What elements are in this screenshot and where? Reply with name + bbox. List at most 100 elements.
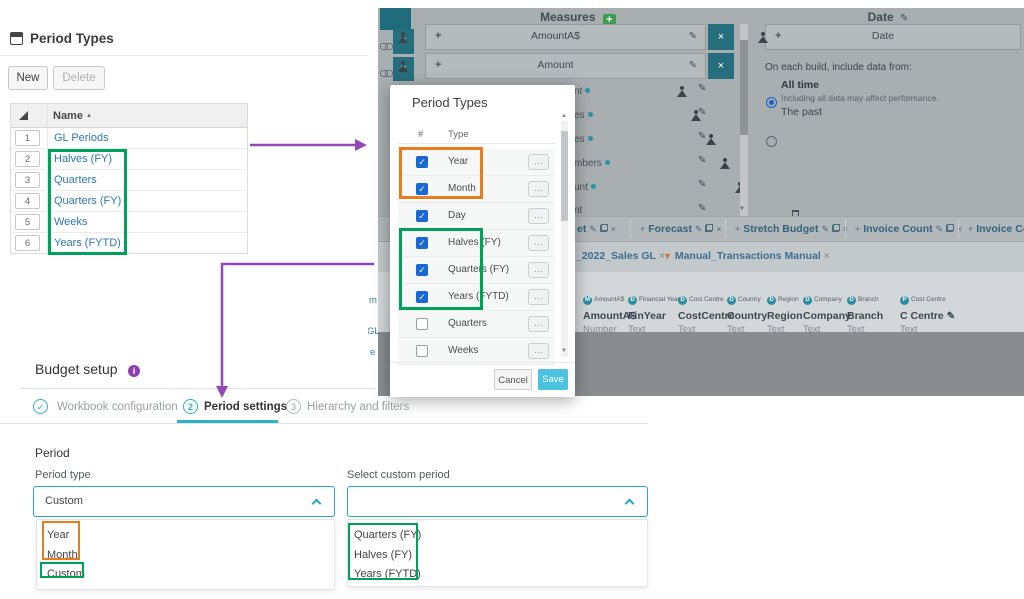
step-number[interactable]: 2 (183, 399, 198, 414)
scrollbar-thumb[interactable] (561, 131, 568, 221)
more-options-button[interactable]: … (528, 208, 549, 224)
person-icon[interactable] (734, 182, 745, 193)
step-number[interactable]: 3 (286, 399, 301, 414)
close-icon[interactable]: × (708, 24, 734, 50)
period-type-link[interactable]: Quarters (FY) (54, 195, 122, 207)
period-type-link[interactable]: Halves (FY) (54, 153, 113, 165)
more-options-button[interactable]: … (528, 343, 549, 359)
copy-icon[interactable] (705, 224, 714, 232)
add-measure-icon[interactable]: + (602, 14, 616, 27)
all-time-radio[interactable] (766, 97, 777, 108)
edit-icon[interactable]: ✎ (821, 224, 829, 234)
person-icon[interactable] (691, 110, 702, 121)
delete-button[interactable]: Delete (53, 66, 105, 90)
period-type-link[interactable]: Weeks (54, 216, 88, 228)
scroll-up-icon[interactable]: ▲ (561, 113, 567, 119)
column-header[interactable]: D Region Region Text (767, 288, 803, 338)
edit-icon[interactable]: ✎ (698, 131, 707, 142)
option-years-fytd[interactable]: Years (FYTD) (354, 568, 421, 580)
column-header[interactable]: D Company Company Text (803, 288, 851, 338)
move-icon[interactable]: + (435, 30, 442, 42)
more-options-button[interactable]: … (528, 262, 549, 278)
period-type-dropdown[interactable]: Custom (33, 486, 335, 517)
measure-tab-invoice-count[interactable]: + Invoice Count ✎ × (855, 223, 962, 235)
toolbar-tile[interactable] (380, 8, 411, 30)
scrollbar-thumb[interactable] (740, 40, 748, 135)
column-header[interactable]: D Financial Year FinYear Text (628, 288, 680, 338)
info-icon[interactable]: i (127, 365, 140, 377)
step-done-icon[interactable]: ✓ (33, 399, 48, 414)
the-past-radio[interactable] (766, 136, 777, 147)
more-options-button[interactable]: … (528, 154, 549, 170)
checkbox-checked[interactable]: ✓ (416, 264, 428, 276)
edit-icon[interactable]: ✎ (698, 107, 707, 118)
custom-period-dropdown[interactable] (347, 486, 648, 517)
person-icon[interactable] (720, 158, 731, 169)
measure-row[interactable]: + Amount ✎ (398, 53, 706, 79)
option-month[interactable]: Month (47, 549, 78, 561)
edit-icon[interactable]: ✎ (694, 224, 703, 234)
cancel-button[interactable]: Cancel (494, 369, 532, 390)
edit-icon[interactable]: ✎ (698, 83, 707, 94)
row-number[interactable]: 6 (15, 235, 40, 251)
edit-icon[interactable]: ✎ (935, 224, 944, 234)
option-halves-fy[interactable]: Halves (FY) (354, 549, 413, 561)
more-options-button[interactable]: … (528, 181, 549, 197)
checkbox-unchecked[interactable] (416, 318, 428, 330)
table-row[interactable]: 1 GL Periods (11, 128, 247, 149)
more-options-button[interactable]: … (528, 289, 549, 305)
step-workbook-configuration[interactable]: Workbook configuration (57, 401, 178, 413)
person-icon[interactable] (705, 134, 716, 145)
link-icon[interactable] (380, 37, 393, 55)
column-header[interactable]: D Cost Centre CostCentre Text (678, 288, 735, 338)
edit-icon[interactable]: ✎ (899, 13, 909, 24)
date-field-row[interactable]: + Date (758, 24, 1021, 50)
row-number[interactable]: 3 (15, 172, 40, 188)
person-icon[interactable] (398, 61, 408, 72)
checkbox-checked[interactable]: ✓ (416, 156, 428, 168)
period-type-link[interactable]: GL Periods (54, 132, 109, 144)
edit-icon[interactable]: ✎ (688, 31, 697, 42)
table-row[interactable]: 6 Years (FYTD) (11, 233, 247, 254)
table-row[interactable]: 5 Weeks (11, 212, 247, 233)
move-icon[interactable]: + (775, 30, 782, 42)
more-options-button[interactable]: … (528, 316, 549, 332)
measure-row[interactable]: + AmountA$ ✎ (398, 24, 706, 50)
more-options-button[interactable]: … (528, 235, 549, 251)
edit-icon[interactable]: ✎ (698, 155, 707, 166)
checkbox-unchecked[interactable] (416, 345, 428, 357)
select-all-icon[interactable] (19, 111, 28, 120)
edit-icon[interactable]: ✎ (698, 179, 707, 190)
copy-icon[interactable] (831, 224, 840, 232)
option-year[interactable]: Year (47, 529, 70, 541)
new-button[interactable]: New (8, 66, 48, 90)
measure-tab-stretch-budget[interactable]: + Stretch Budget ✎ × (735, 223, 848, 235)
close-icon[interactable]: × (610, 224, 616, 234)
edit-icon[interactable]: ✎ (688, 60, 697, 71)
period-type-link[interactable]: Quarters (54, 174, 97, 186)
save-button[interactable]: Save (538, 369, 568, 390)
edit-icon[interactable]: ✎ (698, 203, 707, 214)
table-row[interactable]: 3 Quarters (11, 170, 247, 191)
row-number[interactable]: 2 (15, 151, 40, 167)
measure-tab-forecast[interactable]: + Forecast ✎ × (640, 223, 722, 235)
name-column-header[interactable]: Name ▲ (53, 110, 92, 122)
link-icon[interactable] (380, 64, 393, 82)
copy-icon[interactable] (946, 224, 954, 232)
edit-icon[interactable]: ✎ (589, 224, 597, 234)
measure-tab-partial[interactable]: + Invoice Cou (968, 223, 1024, 235)
checkbox-checked[interactable]: ✓ (416, 210, 428, 222)
checkbox-checked[interactable]: ✓ (416, 291, 428, 303)
move-icon[interactable]: + (435, 59, 442, 71)
close-icon[interactable]: × (716, 224, 722, 234)
table-tab[interactable]: ▼ Manual_Transactions Manual × (663, 250, 830, 262)
checkbox-checked[interactable]: ✓ (416, 237, 428, 249)
person-icon[interactable] (677, 86, 687, 97)
close-icon[interactable]: × (956, 224, 963, 234)
table-row[interactable]: 2 Halves (FY) (11, 149, 247, 170)
person-icon[interactable] (398, 32, 408, 43)
scroll-down-icon[interactable]: ▼ (561, 348, 567, 354)
column-header[interactable]: P Cost Centre C Centre ✎ Text (900, 288, 955, 338)
scroll-down-icon[interactable]: ▼ (739, 206, 745, 212)
edit-icon[interactable]: ✎ (946, 311, 956, 322)
